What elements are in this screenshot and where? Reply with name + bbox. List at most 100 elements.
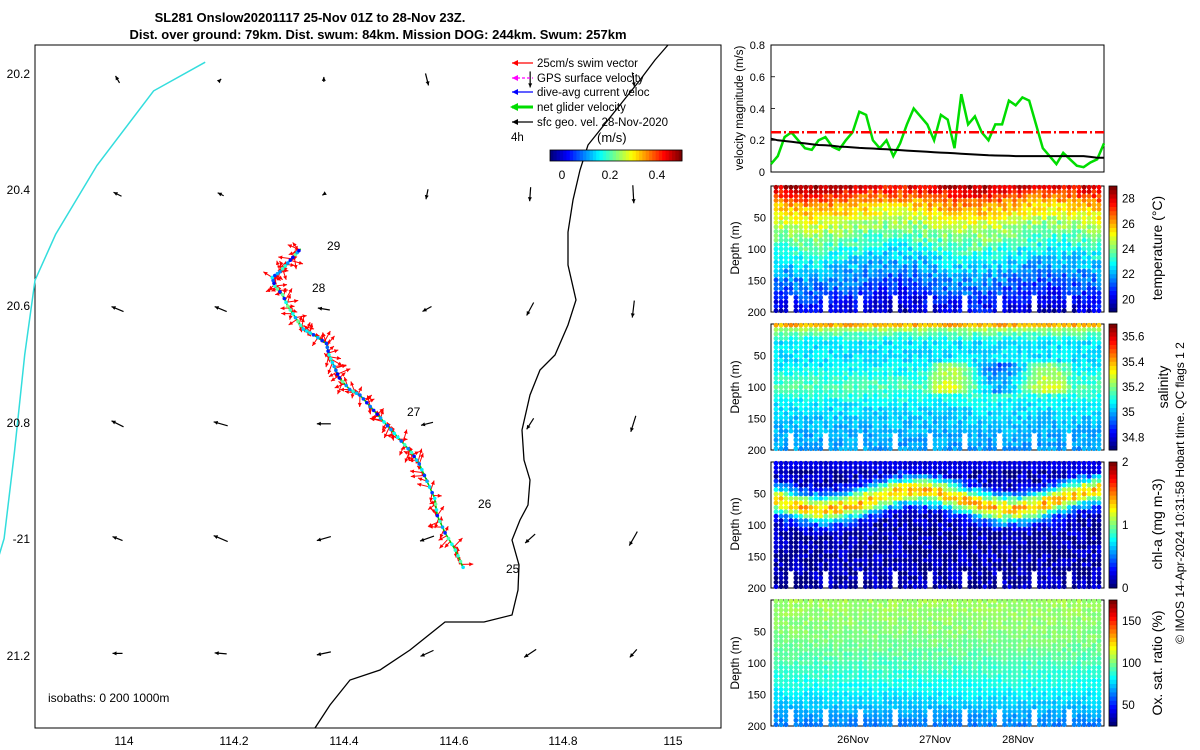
section-dot <box>957 349 963 355</box>
section-dot <box>992 433 997 438</box>
section-dot <box>887 331 893 337</box>
section-dot <box>1007 251 1012 256</box>
section-dot <box>1002 331 1007 337</box>
section-dot <box>793 303 799 309</box>
section-dot <box>833 251 838 256</box>
section-dot <box>927 224 933 230</box>
section-dot <box>878 246 883 252</box>
section-dot <box>818 411 824 416</box>
section-dot <box>1081 299 1087 305</box>
section-dot <box>1017 362 1022 368</box>
section-dot <box>868 255 873 261</box>
section-dot <box>873 303 878 309</box>
section-dot <box>892 397 898 403</box>
section-dot <box>942 286 948 292</box>
section-dot <box>882 268 888 274</box>
section-dot <box>907 251 913 256</box>
map-colorbar-segment <box>616 150 620 161</box>
section-dot <box>917 375 923 381</box>
section-dot <box>1032 406 1037 412</box>
section-dot <box>1022 353 1027 359</box>
section-dot <box>813 487 819 493</box>
section-dot <box>873 198 878 203</box>
section-dot <box>1051 406 1057 412</box>
section-dot <box>828 397 834 403</box>
section-dot <box>882 198 888 203</box>
section-dot <box>992 393 997 399</box>
section-dot <box>808 242 814 248</box>
section-dot <box>853 415 858 421</box>
section-dot <box>773 527 779 532</box>
section-dot <box>937 303 943 309</box>
section-dot <box>1081 295 1087 300</box>
section-dot <box>1056 353 1062 359</box>
section-dot <box>783 518 789 523</box>
section-dot <box>813 411 819 416</box>
section-dot <box>773 531 779 537</box>
section-dot <box>823 509 829 515</box>
section-dot <box>1041 233 1047 239</box>
section-dot <box>798 428 804 434</box>
section-dot <box>803 259 809 265</box>
section-dot <box>917 268 923 274</box>
section-dot <box>887 327 893 333</box>
section-dot <box>873 402 878 407</box>
section-dot <box>818 277 824 283</box>
section-dot <box>972 433 978 438</box>
section-dot <box>773 522 779 528</box>
section-dot <box>962 353 968 359</box>
section-dot <box>1081 220 1087 225</box>
cbar-segment <box>1109 274 1117 279</box>
section-dot <box>1086 336 1092 341</box>
section-dot <box>1037 424 1042 430</box>
section-dot <box>1056 308 1062 314</box>
section-dot <box>1056 303 1062 309</box>
section-dot <box>977 389 983 394</box>
section-dot <box>1037 308 1042 314</box>
section-dot <box>803 229 809 234</box>
section-dot <box>1046 290 1052 296</box>
cbar-segment <box>1109 198 1117 204</box>
section-dot <box>803 380 809 385</box>
section-dot <box>848 198 853 203</box>
section-dot <box>1096 419 1102 425</box>
section-dot <box>917 441 923 447</box>
section-dot <box>778 184 784 190</box>
section-dot <box>1002 237 1007 243</box>
section-dot <box>1022 340 1027 346</box>
section-dot <box>813 242 819 248</box>
cbar-segment <box>1109 295 1117 300</box>
section-dot <box>922 327 928 333</box>
section-dot <box>1012 358 1017 363</box>
section-dot <box>922 308 928 314</box>
current-arrow-head <box>115 75 120 81</box>
section-dot <box>982 349 988 355</box>
section-dot <box>982 193 988 199</box>
track-dot <box>288 308 293 312</box>
section-dot <box>1007 237 1012 243</box>
section-dot <box>1046 184 1052 190</box>
section-dot <box>992 246 997 252</box>
section-dot <box>798 303 804 309</box>
section-dot <box>1017 367 1022 372</box>
cbar-segment <box>1109 408 1117 413</box>
section-dot <box>1007 428 1012 434</box>
section-dot <box>868 469 873 475</box>
section-dot <box>1091 358 1097 363</box>
section-dot <box>1081 331 1087 337</box>
section-dot <box>788 193 794 199</box>
section-dot <box>952 419 958 425</box>
section-dot <box>1037 380 1042 385</box>
section-dot <box>1086 277 1092 283</box>
section-dot <box>947 281 953 287</box>
section-dot <box>773 389 779 394</box>
swim-vector-head <box>300 317 305 323</box>
section-dot <box>808 419 814 425</box>
section-dot <box>813 336 819 341</box>
section-dot <box>1041 367 1047 372</box>
section-dot <box>1086 233 1092 239</box>
section-dot <box>868 211 873 217</box>
section-dot <box>868 393 873 399</box>
section-dot <box>823 428 829 434</box>
section-dot <box>1096 259 1102 265</box>
